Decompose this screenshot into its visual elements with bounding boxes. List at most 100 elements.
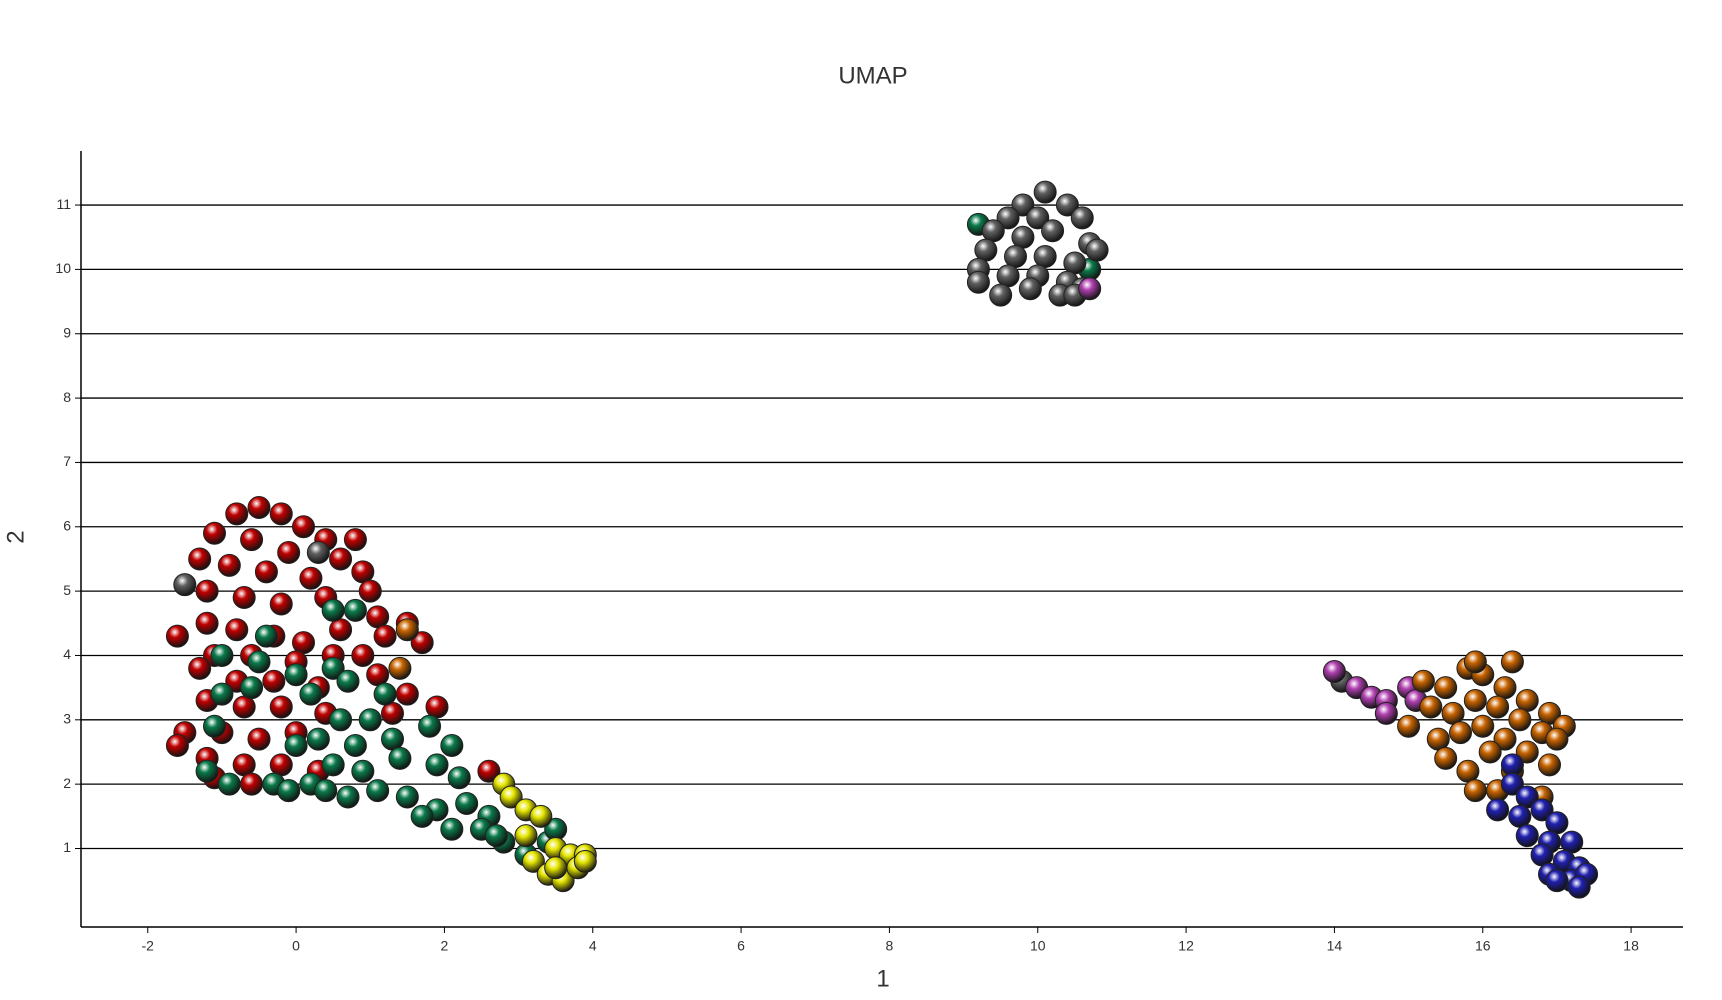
point — [225, 618, 249, 642]
point — [410, 804, 434, 828]
x-tick-label: 2 — [441, 938, 449, 954]
x-tick-label: 16 — [1475, 938, 1491, 954]
x-tick-label: 4 — [589, 938, 597, 954]
point — [203, 714, 226, 738]
x-tick-label: 10 — [1030, 938, 1046, 954]
point — [1018, 277, 1042, 301]
x-tick-label: 12 — [1178, 938, 1194, 954]
point — [1500, 753, 1524, 777]
point — [1033, 245, 1057, 269]
point — [269, 502, 293, 526]
point — [1515, 689, 1539, 713]
point — [210, 643, 234, 667]
point — [395, 618, 419, 642]
point — [1500, 650, 1524, 674]
y-tick-label: 5 — [63, 582, 71, 598]
point — [1545, 869, 1569, 893]
x-tick-label: 14 — [1327, 938, 1343, 954]
y-tick-label: 6 — [63, 517, 71, 533]
point — [358, 579, 382, 603]
point — [292, 631, 315, 655]
point — [1322, 660, 1346, 684]
y-tick-label: 9 — [63, 324, 71, 340]
point — [1070, 206, 1094, 230]
point — [321, 598, 345, 622]
point — [514, 824, 538, 848]
point — [1463, 650, 1487, 674]
point — [381, 701, 404, 725]
point — [373, 682, 397, 706]
point — [165, 734, 189, 758]
point — [329, 547, 353, 571]
y-axis-label: 2 — [2, 530, 29, 543]
point — [989, 283, 1013, 307]
point — [247, 495, 271, 519]
point — [292, 515, 315, 539]
point — [1515, 824, 1539, 848]
point — [529, 804, 553, 828]
point — [974, 238, 998, 262]
x-axis-label: 1 — [876, 965, 889, 992]
point — [329, 618, 353, 642]
point — [1426, 727, 1450, 751]
point — [358, 708, 382, 732]
point — [1419, 695, 1443, 719]
point — [1486, 798, 1510, 822]
point — [1567, 875, 1591, 899]
point — [1500, 772, 1524, 796]
point — [217, 772, 241, 796]
point — [1026, 206, 1050, 230]
point — [366, 663, 390, 687]
point — [351, 643, 375, 667]
point — [1033, 180, 1057, 204]
point — [996, 206, 1020, 230]
x-tick-label: 18 — [1623, 938, 1639, 954]
point — [366, 605, 390, 629]
point — [1374, 701, 1398, 725]
x-tick-label: -2 — [142, 938, 155, 954]
point — [343, 598, 367, 622]
point — [1463, 689, 1487, 713]
point — [1463, 779, 1487, 803]
point — [1456, 759, 1480, 783]
point — [1449, 721, 1472, 745]
point — [1530, 843, 1554, 867]
point — [269, 592, 293, 616]
point — [484, 824, 508, 848]
point — [1004, 245, 1027, 269]
point — [299, 566, 323, 590]
point — [240, 772, 264, 796]
point — [343, 528, 367, 552]
point — [425, 753, 449, 777]
x-tick-label: 6 — [737, 938, 745, 954]
point — [321, 753, 345, 777]
point — [455, 791, 479, 815]
point — [1545, 811, 1569, 835]
point — [329, 708, 353, 732]
y-tick-label: 11 — [56, 196, 71, 212]
point — [1078, 277, 1102, 301]
point — [284, 663, 308, 687]
y-tick-label: 8 — [63, 389, 71, 405]
point — [203, 521, 226, 545]
point — [321, 656, 345, 680]
point — [232, 586, 256, 610]
point — [254, 624, 278, 648]
point — [232, 695, 256, 719]
point — [336, 785, 360, 809]
point — [306, 541, 330, 565]
point — [1085, 238, 1109, 262]
point — [521, 849, 545, 873]
point — [447, 766, 471, 790]
point — [1411, 669, 1435, 693]
point — [418, 714, 442, 738]
point — [388, 656, 412, 680]
point — [1397, 714, 1421, 738]
point — [165, 624, 189, 648]
point — [277, 541, 301, 565]
point — [1508, 804, 1532, 828]
point — [440, 734, 464, 758]
point — [284, 734, 308, 758]
point — [395, 682, 419, 706]
point — [336, 669, 360, 693]
